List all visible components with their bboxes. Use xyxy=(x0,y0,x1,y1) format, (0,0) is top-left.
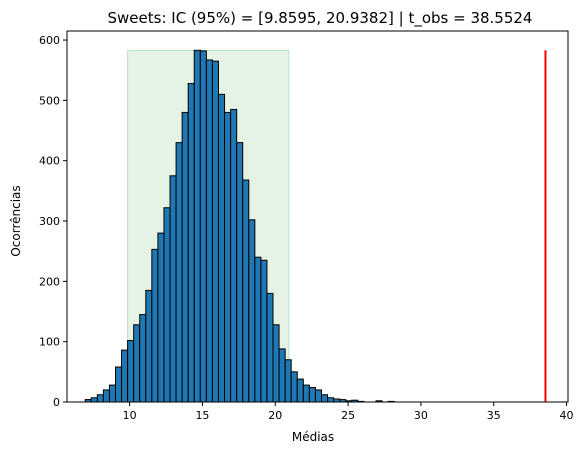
histogram-bar xyxy=(139,314,147,403)
histogram-bar xyxy=(217,93,226,403)
x-tick-label: 40 xyxy=(560,409,574,422)
histogram-bar xyxy=(127,339,135,403)
y-tick-label: 400 xyxy=(39,155,60,168)
histogram-bar xyxy=(163,207,171,403)
histogram-bar xyxy=(193,49,201,403)
histogram-bar xyxy=(320,394,329,403)
histogram-bar xyxy=(151,248,159,403)
histogram-bar xyxy=(230,108,238,403)
histogram-bar xyxy=(205,59,213,403)
histogram-bar xyxy=(290,371,298,403)
histogram-bar xyxy=(181,111,189,403)
histogram-bar xyxy=(327,397,335,403)
y-tick-label: 300 xyxy=(39,215,60,228)
histogram-bar xyxy=(242,179,250,403)
y-axis-label: Ocorrências xyxy=(9,185,23,256)
histogram-bar xyxy=(272,324,280,403)
histogram-bar xyxy=(169,175,177,403)
histogram-bar xyxy=(224,111,232,403)
histogram-bar xyxy=(302,384,310,403)
histogram-bar xyxy=(114,366,123,403)
x-tick-label: 35 xyxy=(487,409,501,422)
histogram-bar xyxy=(266,292,274,403)
histogram-bar xyxy=(260,259,268,403)
x-axis-label: Médias xyxy=(292,430,334,444)
x-tick-label: 15 xyxy=(195,409,209,422)
x-tick-label: 25 xyxy=(341,409,355,422)
axes xyxy=(66,30,569,403)
histogram-bar xyxy=(108,384,116,403)
histogram-bar xyxy=(157,232,165,403)
histogram-bar xyxy=(314,389,322,403)
histogram-bar xyxy=(145,289,153,403)
histogram-bar xyxy=(175,142,183,403)
plot-frame xyxy=(66,30,569,403)
histogram-bar xyxy=(278,348,286,403)
histogram-bar xyxy=(211,60,219,403)
y-tick-label: 0 xyxy=(53,396,60,409)
y-tick-label: 500 xyxy=(39,94,60,107)
y-tick-label: 100 xyxy=(39,336,60,349)
x-axis-ticks: 10 15 20 25 30 35 40 xyxy=(123,402,574,422)
x-tick-label: 30 xyxy=(414,409,428,422)
histogram-bar xyxy=(121,349,129,403)
histogram-bar xyxy=(296,378,304,403)
histogram-bar xyxy=(284,359,292,403)
histogram-bar xyxy=(102,389,110,403)
histogram-bar xyxy=(236,142,244,403)
x-tick-label: 10 xyxy=(123,409,137,422)
histogram-bar xyxy=(187,82,195,403)
x-tick-label: 20 xyxy=(268,409,282,422)
chart-title: Sweets: IC (95%) = [9.8595, 20.9382] | t… xyxy=(108,9,533,28)
y-tick-label: 200 xyxy=(39,275,60,288)
histogram-bar xyxy=(199,50,207,403)
histogram-bar xyxy=(133,324,141,403)
histogram-bar xyxy=(254,256,262,403)
y-tick-label: 600 xyxy=(39,34,60,47)
histogram-bar xyxy=(90,397,98,403)
histogram-bar xyxy=(96,394,104,403)
y-axis-ticks: 0 100 200 300 400 500 600 xyxy=(39,34,67,409)
histogram-bar xyxy=(308,387,316,403)
histogram-bar xyxy=(248,219,256,403)
